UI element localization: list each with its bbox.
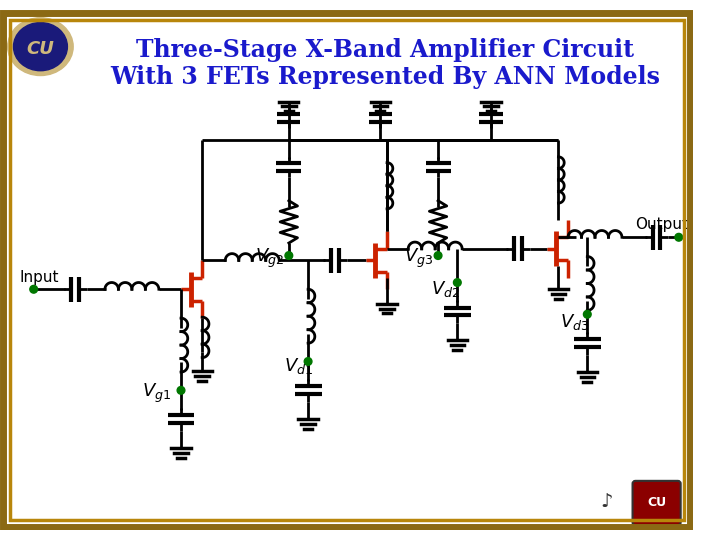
Circle shape (434, 252, 442, 259)
Text: CU: CU (647, 496, 666, 510)
Text: ♪: ♪ (600, 491, 613, 510)
Text: CU: CU (27, 39, 55, 58)
Text: Input: Input (19, 270, 59, 285)
Circle shape (675, 233, 683, 241)
Text: $V_{g2}$: $V_{g2}$ (255, 247, 284, 270)
Circle shape (305, 357, 312, 366)
Circle shape (30, 286, 37, 293)
Circle shape (177, 387, 185, 394)
Ellipse shape (8, 18, 73, 76)
Circle shape (454, 279, 462, 286)
Circle shape (285, 252, 293, 259)
Text: With 3 FETs Represented By ANN Models: With 3 FETs Represented By ANN Models (110, 65, 660, 90)
Text: $V_{d2}$: $V_{d2}$ (431, 279, 460, 299)
Ellipse shape (14, 23, 68, 71)
Text: Three-Stage X-Band Amplifier Circuit: Three-Stage X-Band Amplifier Circuit (136, 38, 634, 63)
Circle shape (583, 310, 591, 318)
Text: $V_{g3}$: $V_{g3}$ (405, 247, 433, 270)
Text: $V_{d3}$: $V_{d3}$ (560, 312, 590, 332)
Text: $V_{d1}$: $V_{d1}$ (284, 356, 313, 376)
Text: Output: Output (636, 217, 688, 232)
FancyBboxPatch shape (633, 481, 680, 525)
Text: $V_{g1}$: $V_{g1}$ (143, 382, 171, 405)
